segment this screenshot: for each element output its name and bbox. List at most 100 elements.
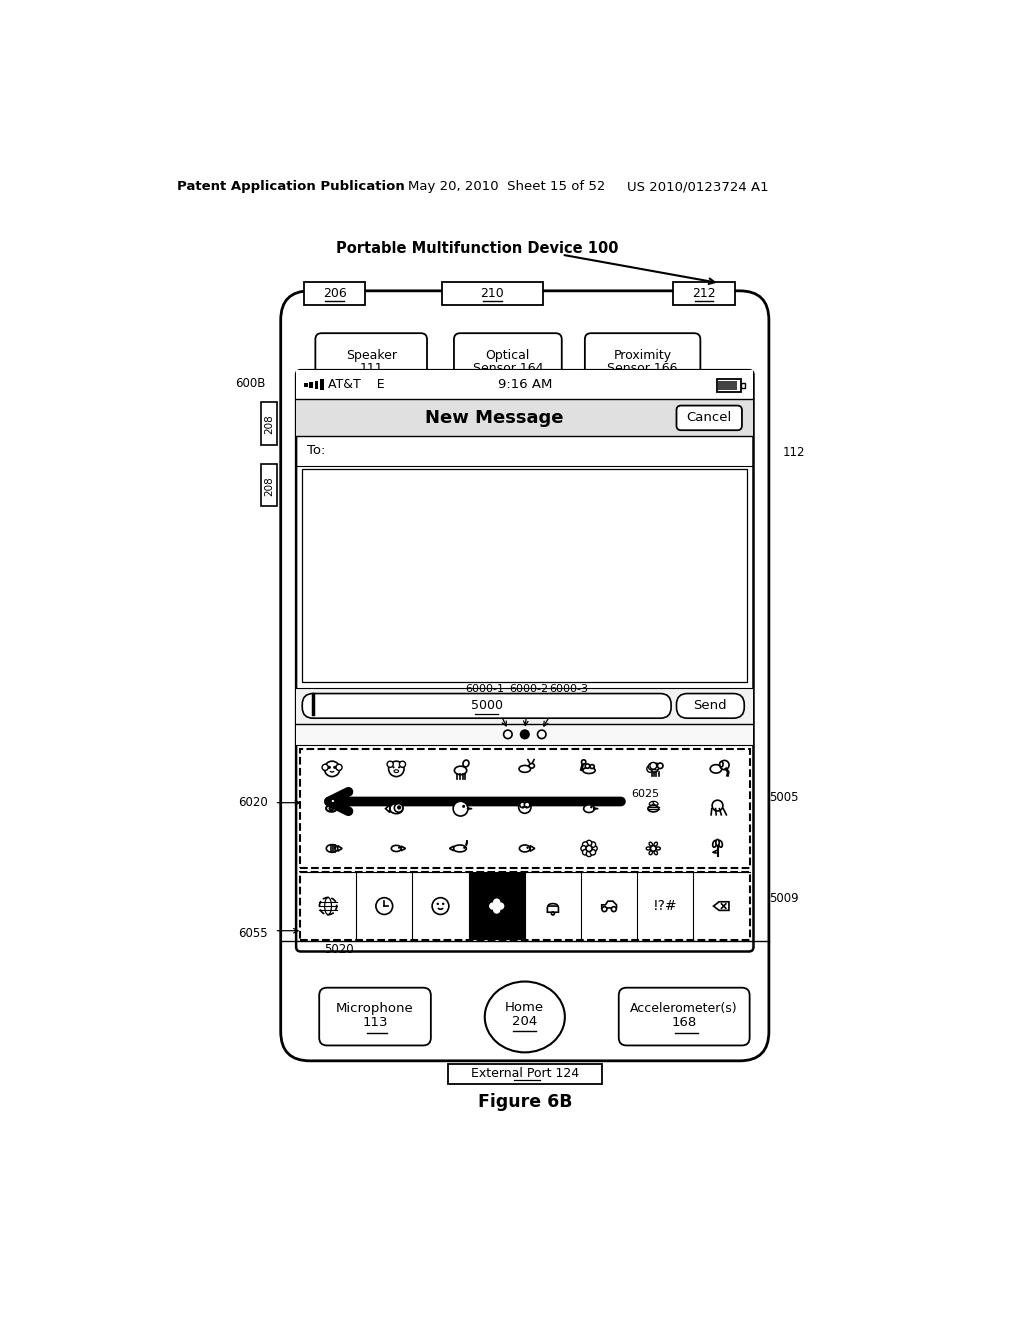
Circle shape [581,846,587,851]
FancyBboxPatch shape [315,333,427,391]
Ellipse shape [584,805,594,813]
Circle shape [392,767,394,768]
Text: Send: Send [693,700,727,713]
Text: 6055: 6055 [239,927,268,940]
Circle shape [398,846,400,849]
Circle shape [657,763,663,768]
Polygon shape [450,846,454,851]
Text: 5005: 5005 [769,791,799,804]
Circle shape [650,763,656,770]
Text: US 2010/0123724 A1: US 2010/0123724 A1 [628,181,769,194]
Circle shape [520,803,525,808]
Circle shape [552,912,554,915]
Ellipse shape [585,764,590,768]
Circle shape [397,805,401,809]
Polygon shape [548,906,558,912]
Ellipse shape [720,762,723,767]
Circle shape [650,846,656,851]
Circle shape [712,800,723,810]
Text: !?#: !?# [653,899,678,913]
Circle shape [504,730,512,739]
Circle shape [522,807,524,808]
Ellipse shape [394,770,398,772]
Circle shape [323,764,329,771]
FancyBboxPatch shape [302,693,671,718]
Polygon shape [602,902,616,908]
Ellipse shape [529,763,535,768]
FancyBboxPatch shape [585,333,700,391]
Ellipse shape [713,841,717,847]
Ellipse shape [327,845,338,853]
Text: Optical: Optical [485,350,530,363]
Ellipse shape [390,804,402,813]
Ellipse shape [711,764,722,774]
Circle shape [590,842,596,847]
Circle shape [463,846,466,849]
FancyBboxPatch shape [677,693,744,718]
Bar [296,688,754,723]
Bar [296,400,754,437]
Ellipse shape [646,847,650,850]
Circle shape [590,850,596,855]
Ellipse shape [590,764,594,768]
Bar [718,381,737,391]
Circle shape [442,903,444,906]
Circle shape [319,898,337,915]
FancyBboxPatch shape [454,333,562,391]
Text: 5009: 5009 [769,892,799,906]
Ellipse shape [716,840,719,846]
Bar [261,465,276,507]
Bar [296,723,754,744]
Polygon shape [338,846,342,851]
Bar [741,383,745,388]
Ellipse shape [519,845,530,851]
Ellipse shape [484,982,565,1052]
Text: 168: 168 [672,1016,696,1030]
Text: New Message: New Message [425,409,563,426]
Circle shape [394,804,402,812]
Circle shape [495,904,499,908]
Polygon shape [468,808,472,809]
Text: Proximity: Proximity [613,350,672,363]
Text: Patent Application Publication: Patent Application Publication [177,181,404,194]
Polygon shape [594,808,598,809]
Circle shape [432,898,449,915]
Ellipse shape [649,801,654,805]
Text: 600B: 600B [234,376,265,389]
Text: Home: Home [505,1001,545,1014]
Bar [314,380,318,389]
Circle shape [651,766,658,772]
Circle shape [331,799,335,803]
Text: 111: 111 [359,362,383,375]
Ellipse shape [718,841,722,847]
Text: 208: 208 [264,475,274,495]
Text: External Port 124: External Port 124 [471,1068,579,1081]
Text: AT&T    E: AT&T E [329,379,385,391]
Bar [300,873,750,940]
FancyBboxPatch shape [677,405,742,430]
Ellipse shape [519,766,530,772]
Circle shape [611,907,616,912]
Circle shape [376,898,392,915]
Text: Speaker: Speaker [346,350,396,363]
Circle shape [436,903,439,906]
FancyBboxPatch shape [319,987,431,1045]
Bar [304,383,307,387]
Circle shape [592,846,597,851]
Text: Sensor 166: Sensor 166 [607,362,678,375]
Circle shape [647,766,653,772]
FancyBboxPatch shape [296,370,754,952]
Bar [296,370,754,400]
FancyBboxPatch shape [618,987,750,1045]
Ellipse shape [656,847,660,850]
Ellipse shape [648,805,658,812]
Text: 6025: 6025 [632,789,659,799]
Bar [261,403,276,445]
Bar [300,748,750,869]
Circle shape [587,851,592,857]
Ellipse shape [649,842,652,846]
Circle shape [526,846,528,849]
Text: 212: 212 [692,286,716,300]
Bar [469,873,525,940]
Bar [442,281,543,305]
